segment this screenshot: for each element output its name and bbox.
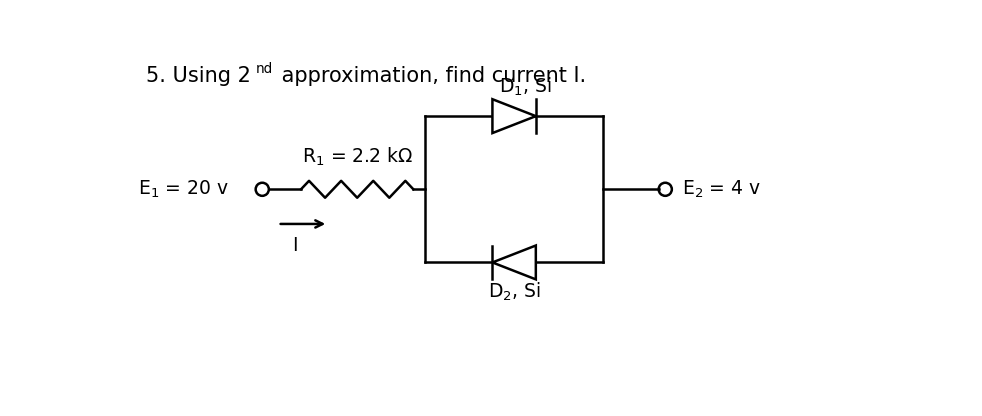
Text: I: I [292,236,298,255]
Text: nd: nd [256,62,273,76]
Text: E$_2$ = 4 v: E$_2$ = 4 v [682,178,761,200]
Text: 5. Using 2: 5. Using 2 [146,66,250,86]
Text: E$_1$ = 20 v: E$_1$ = 20 v [138,178,229,200]
Polygon shape [492,99,536,133]
Polygon shape [492,245,536,280]
Text: D$_2$, Si: D$_2$, Si [488,280,540,303]
Text: D$_1$, Si: D$_1$, Si [500,76,552,98]
Text: R$_1$ = 2.2 kΩ: R$_1$ = 2.2 kΩ [301,146,412,168]
Text: approximation, find current I.: approximation, find current I. [275,66,586,86]
